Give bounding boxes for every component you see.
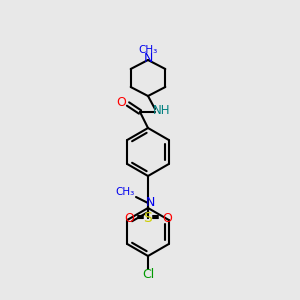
Text: O: O	[116, 95, 126, 109]
Text: N: N	[143, 52, 153, 65]
Text: S: S	[144, 211, 152, 225]
Text: Cl: Cl	[142, 268, 154, 281]
Text: CH₃: CH₃	[138, 45, 158, 55]
Text: N: N	[145, 196, 155, 208]
Text: CH₃: CH₃	[116, 187, 135, 197]
Text: O: O	[162, 212, 172, 224]
Text: NH: NH	[153, 104, 171, 118]
Text: O: O	[124, 212, 134, 224]
